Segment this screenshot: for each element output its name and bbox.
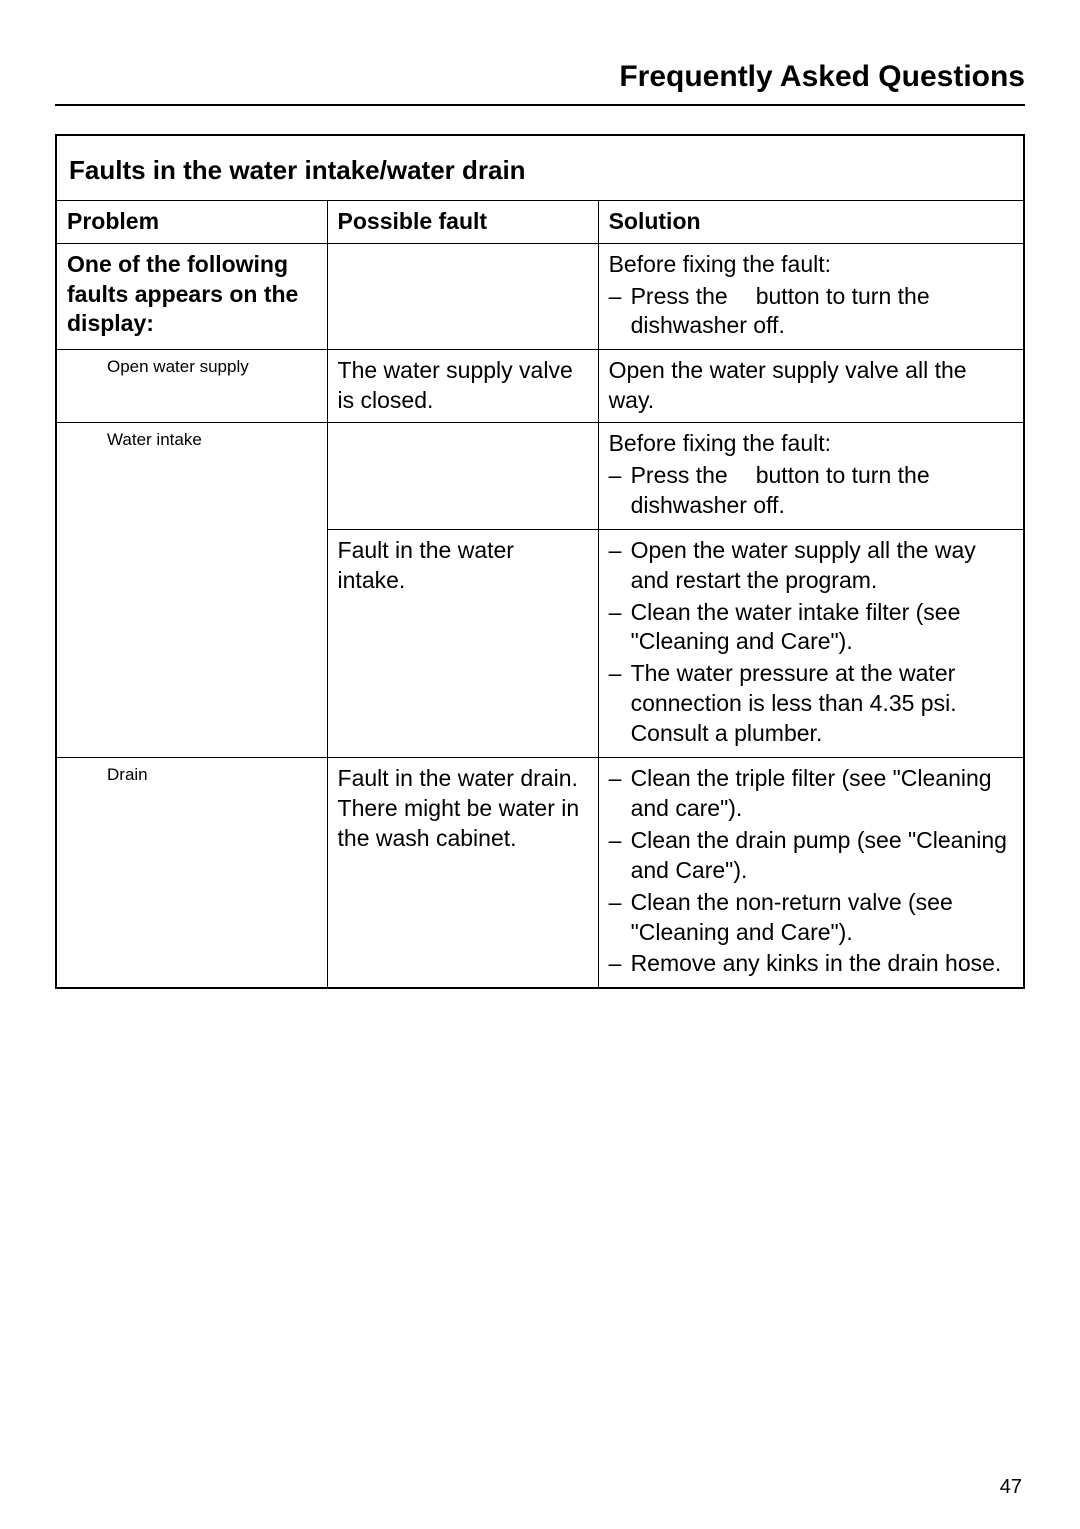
r2a-solution-item: Press thebutton to turn the dishwasher o… — [609, 461, 1013, 521]
r2b-fault: Fault in the water intake. — [327, 529, 598, 757]
r3-fault: Fault in the water drain. There might be… — [327, 758, 598, 989]
r2a-solution-list: Press thebutton to turn the dishwasher o… — [609, 461, 1013, 521]
table-header-row: Problem Possible fault Solution — [56, 200, 1024, 243]
r3-problem: Drain — [67, 764, 317, 786]
faults-table: Faults in the water intake/water drain P… — [55, 134, 1025, 989]
r2b-solution-item-1: Open the water supply all the way and re… — [609, 536, 1013, 596]
row-open-water-supply: Open water supply The water supply valve… — [56, 350, 1024, 423]
r3-solution-item-1: Clean the triple filter (see "Cleaning a… — [609, 764, 1013, 824]
header-fault: Possible fault — [327, 200, 598, 243]
intro-fault-empty — [327, 243, 598, 350]
section-title-row: Faults in the water intake/water drain — [56, 135, 1024, 200]
header-solution: Solution — [598, 200, 1024, 243]
r1-fault: The water supply valve is closed. — [327, 350, 598, 423]
row-drain: Drain Fault in the water drain. There mi… — [56, 758, 1024, 989]
intro-solution-list: Press thebutton to turn the dishwasher o… — [609, 282, 1013, 342]
intro-solution: Before fixing the fault: Press thebutton… — [598, 243, 1024, 350]
r3-solution: Clean the triple filter (see "Cleaning a… — [598, 758, 1024, 989]
r3-solution-item-2: Clean the drain pump (see "Cleaning and … — [609, 826, 1013, 886]
r3-solution-item-4: Remove any kinks in the drain hose. — [609, 949, 1013, 979]
intro-solution-intro: Before fixing the fault: — [609, 250, 1013, 280]
r2b-solution-item-2: Clean the water intake filter (see "Clea… — [609, 598, 1013, 658]
r2a-solution: Before fixing the fault: Press thebutton… — [598, 423, 1024, 530]
r2b-solution-item-3: The water pressure at the water connecti… — [609, 659, 1013, 749]
intro-solution-item: Press thebutton to turn the dishwasher o… — [609, 282, 1013, 342]
r3-solution-item-3: Clean the non-return valve (see "Cleanin… — [609, 888, 1013, 948]
intro-problem-text: One of the following faults appears on t… — [67, 251, 298, 337]
r3-solution-list: Clean the triple filter (see "Cleaning a… — [609, 764, 1013, 979]
r2a-fault-empty — [327, 423, 598, 530]
r3-problem-cell: Drain — [56, 758, 327, 989]
r2b-solution: Open the water supply all the way and re… — [598, 529, 1024, 757]
r1-problem: Open water supply — [67, 356, 317, 378]
intro-problem: One of the following faults appears on t… — [56, 243, 327, 350]
page-title: Frequently Asked Questions — [55, 60, 1025, 94]
r2a-solution-item-head: Press the — [631, 462, 728, 488]
page-number: 47 — [1000, 1476, 1022, 1499]
header-problem: Problem — [56, 200, 327, 243]
row-water-intake-a: Water intake Before fixing the fault: Pr… — [56, 423, 1024, 530]
r2-problem-cell: Water intake — [56, 423, 327, 758]
section-title: Faults in the water intake/water drain — [56, 135, 1024, 200]
intro-solution-item-head: Press the — [631, 283, 728, 309]
r1-solution: Open the water supply valve all the way. — [598, 350, 1024, 423]
r1-problem-cell: Open water supply — [56, 350, 327, 423]
r2b-solution-list: Open the water supply all the way and re… — [609, 536, 1013, 749]
title-rule — [55, 104, 1025, 106]
r2-problem: Water intake — [67, 429, 317, 451]
intro-row: One of the following faults appears on t… — [56, 243, 1024, 350]
r2a-solution-intro: Before fixing the fault: — [609, 429, 1013, 459]
